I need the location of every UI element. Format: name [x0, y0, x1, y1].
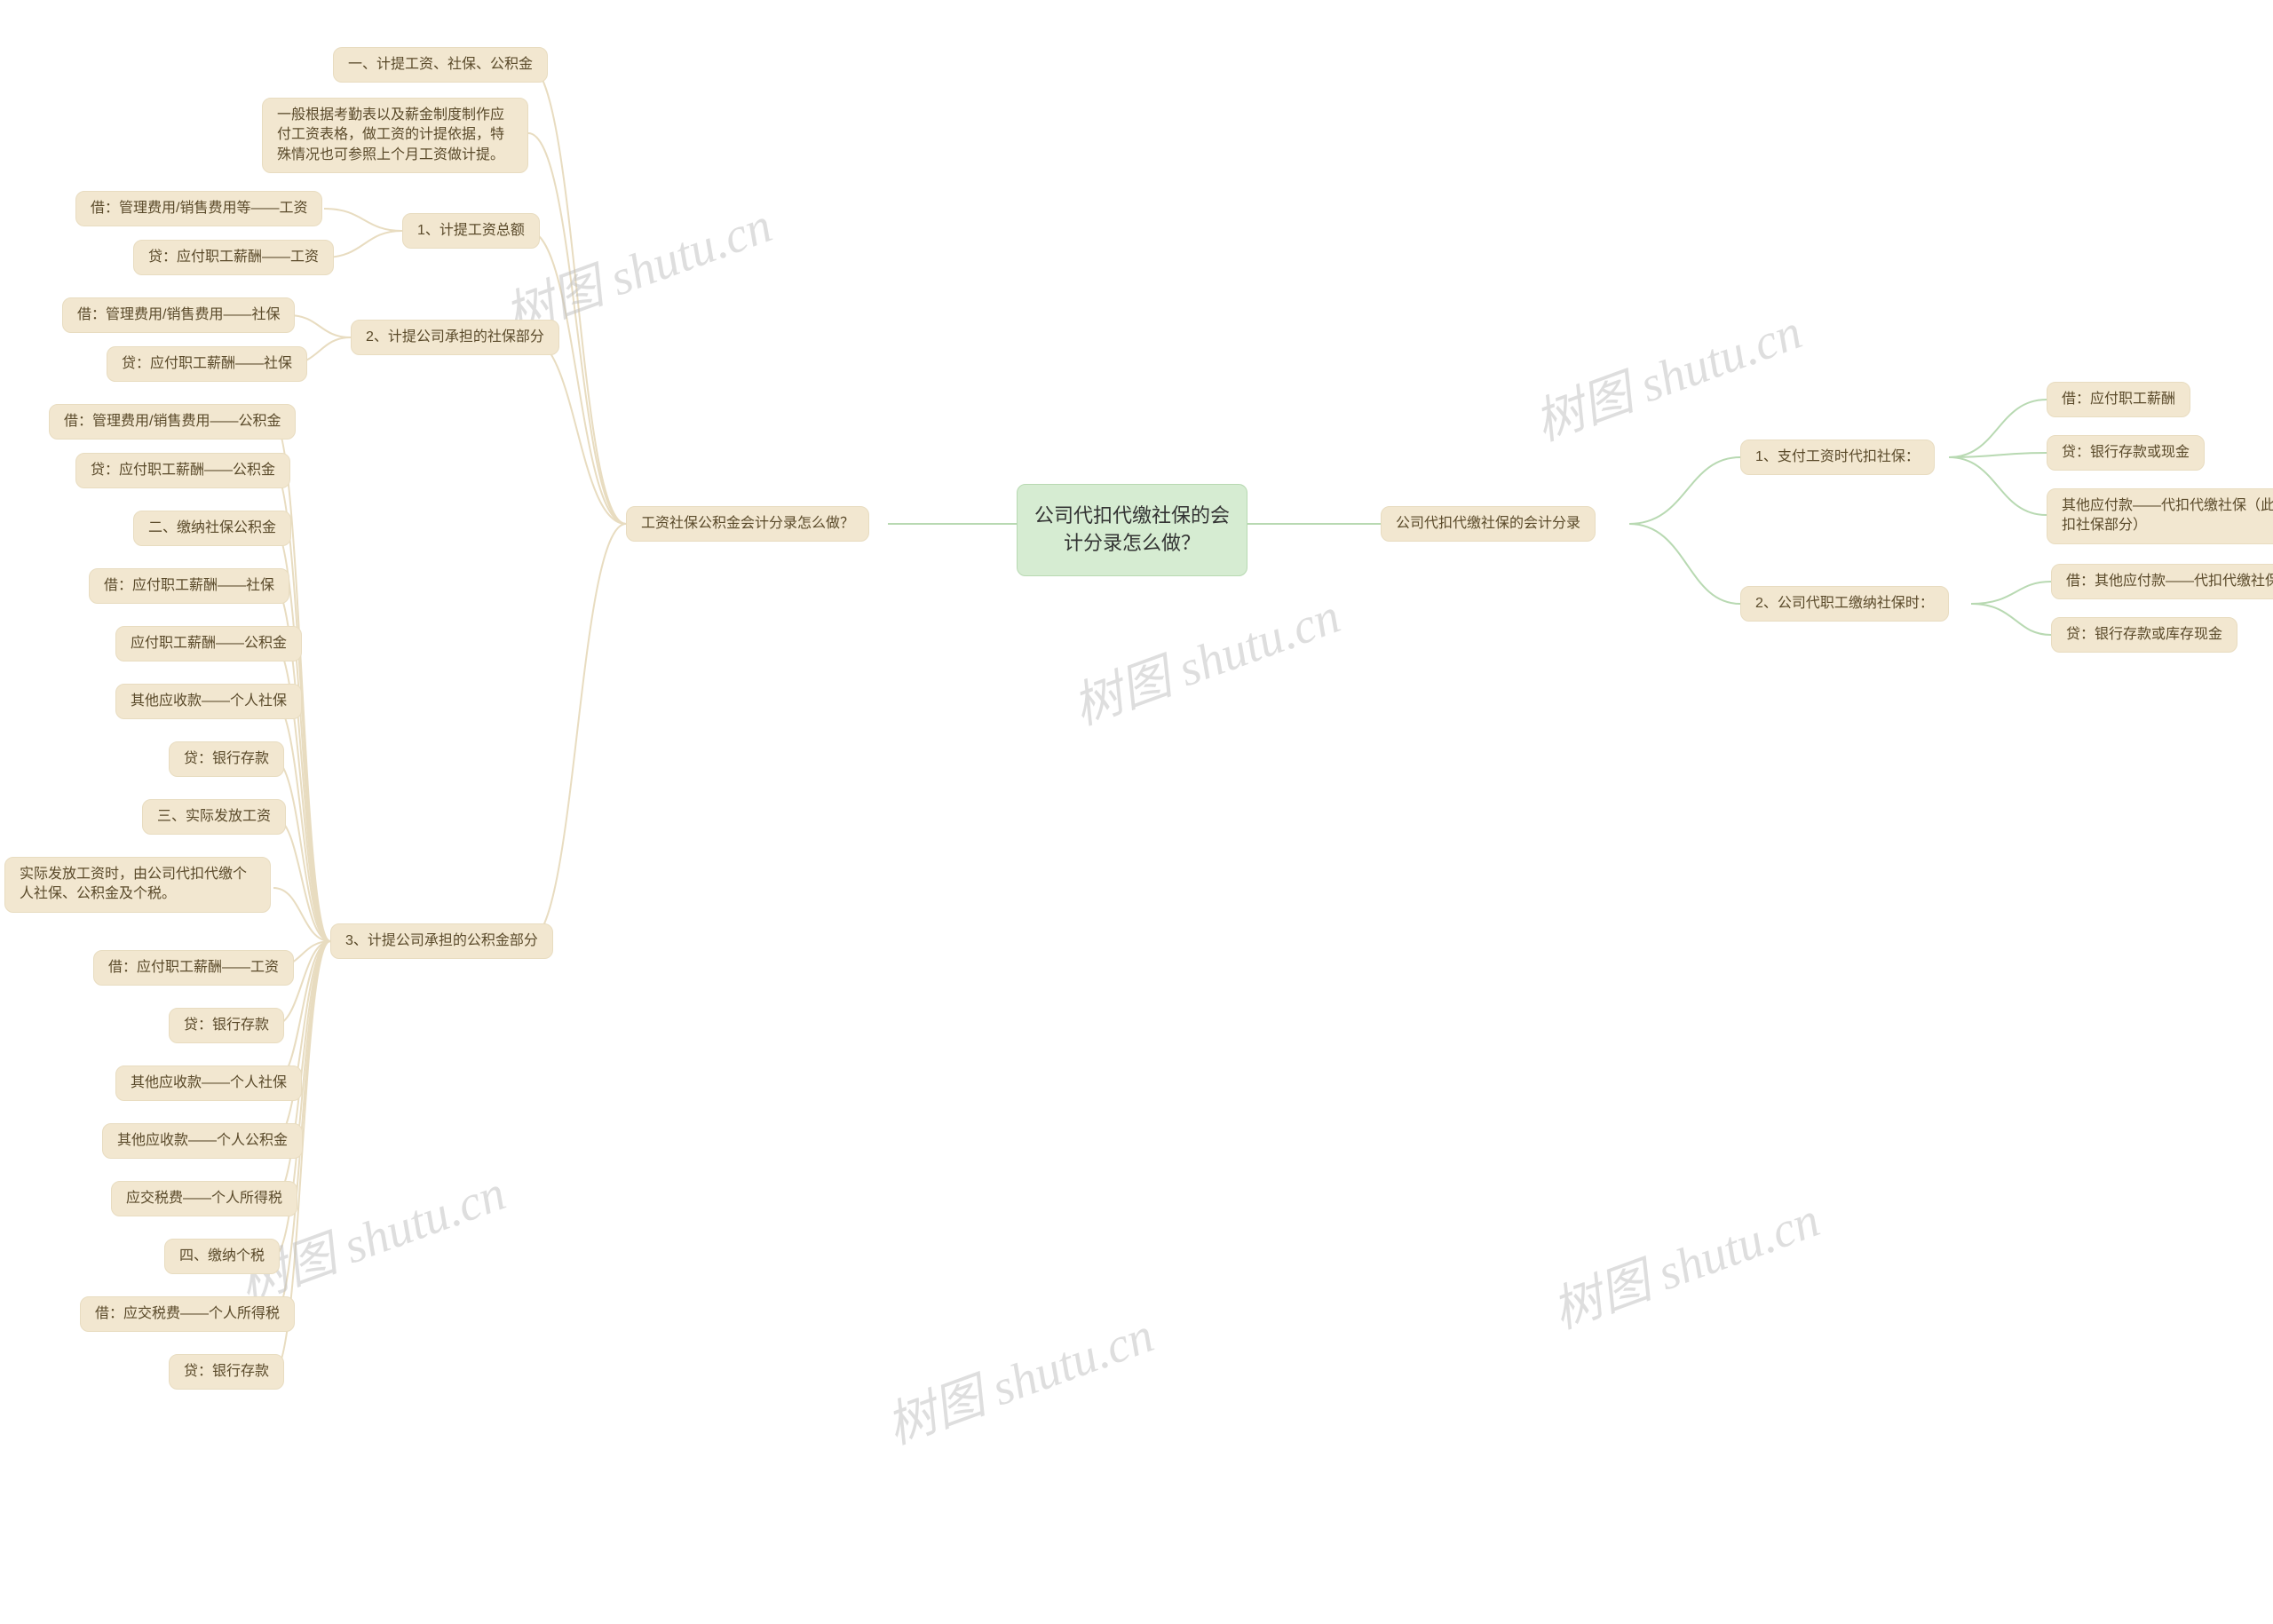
root-node[interactable]: 公司代扣代缴社保的会计分录怎么做？ — [1017, 484, 1247, 576]
left-sub-3-leaf-4[interactable]: 借：应付职工薪酬——社保 — [89, 568, 289, 604]
right-sub-1-leaf-2[interactable]: 贷：银行存款或现金 — [2047, 435, 2205, 471]
left-sub-3-leaf-2[interactable]: 贷：应付职工薪酬——公积金 — [75, 453, 290, 488]
left-sub-3-leaf-14[interactable]: 应交税费——个人所得税 — [111, 1181, 297, 1216]
left-sub-3-leaf-15[interactable]: 四、缴纳个税 — [164, 1239, 280, 1274]
left-sub-1-leaf-1[interactable]: 借：管理费用/销售费用等——工资 — [75, 191, 322, 226]
left-sub-3-leaf-16[interactable]: 借：应交税费——个人所得税 — [80, 1296, 295, 1332]
left-sub-3-leaf-7[interactable]: 贷：银行存款 — [169, 741, 284, 777]
left-sub-3-leaf-12[interactable]: 其他应收款——个人社保 — [115, 1066, 302, 1101]
right-sub-1-leaf-1[interactable]: 借：应付职工薪酬 — [2047, 382, 2190, 417]
watermark: 树图 shutu.cn — [1062, 576, 1349, 740]
left-child-1[interactable]: 一、计提工资、社保、公积金 — [333, 47, 548, 83]
watermark: 树图 shutu.cn — [1524, 292, 1810, 456]
left-sub-3-leaf-9[interactable]: 实际发放工资时，由公司代扣代缴个人社保、公积金及个税。 — [4, 857, 271, 913]
left-sub-1-leaf-2[interactable]: 贷：应付职工薪酬——工资 — [133, 240, 334, 275]
right-sub-2-leaf-2[interactable]: 贷：银行存款或库存现金 — [2051, 617, 2237, 653]
watermark: 树图 shutu.cn — [875, 1295, 1162, 1459]
right-branch[interactable]: 公司代扣代缴社保的会计分录 — [1381, 506, 1596, 542]
left-sub-2-leaf-1[interactable]: 借：管理费用/销售费用——社保 — [62, 297, 295, 333]
watermark: 树图 shutu.cn — [1541, 1180, 1828, 1343]
right-sub-1-leaf-3[interactable]: 其他应付款——代扣代缴社保（此为实际代扣社保部分） — [2047, 488, 2273, 544]
left-child-2[interactable]: 一般根据考勤表以及薪金制度制作应付工资表格，做工资的计提依据，特殊情况也可参照上… — [262, 98, 528, 173]
right-sub-2-leaf-1[interactable]: 借：其他应付款——代扣代缴社保 — [2051, 564, 2273, 599]
right-sub-1[interactable]: 1、支付工资时代扣社保： — [1740, 440, 1935, 475]
left-sub-1[interactable]: 1、计提工资总额 — [402, 213, 540, 249]
watermark: 树图 shutu.cn — [227, 1153, 514, 1317]
left-sub-3-leaf-10[interactable]: 借：应付职工薪酬——工资 — [93, 950, 294, 986]
left-sub-3[interactable]: 3、计提公司承担的公积金部分 — [330, 923, 553, 959]
left-sub-3-leaf-5[interactable]: 应付职工薪酬——公积金 — [115, 626, 302, 661]
left-sub-3-leaf-1[interactable]: 借：管理费用/销售费用——公积金 — [49, 404, 296, 440]
left-sub-2-leaf-2[interactable]: 贷：应付职工薪酬——社保 — [107, 346, 307, 382]
right-sub-2[interactable]: 2、公司代职工缴纳社保时： — [1740, 586, 1949, 622]
left-sub-3-leaf-17[interactable]: 贷：银行存款 — [169, 1354, 284, 1390]
left-sub-3-leaf-13[interactable]: 其他应收款——个人公积金 — [102, 1123, 303, 1159]
left-sub-3-leaf-6[interactable]: 其他应收款——个人社保 — [115, 684, 302, 719]
left-branch[interactable]: 工资社保公积金会计分录怎么做？ — [626, 506, 869, 542]
left-sub-2[interactable]: 2、计提公司承担的社保部分 — [351, 320, 559, 355]
left-sub-3-leaf-3[interactable]: 二、缴纳社保公积金 — [133, 511, 291, 546]
left-sub-3-leaf-8[interactable]: 三、实际发放工资 — [142, 799, 286, 835]
left-sub-3-leaf-11[interactable]: 贷：银行存款 — [169, 1008, 284, 1043]
connectors — [0, 0, 2273, 1624]
